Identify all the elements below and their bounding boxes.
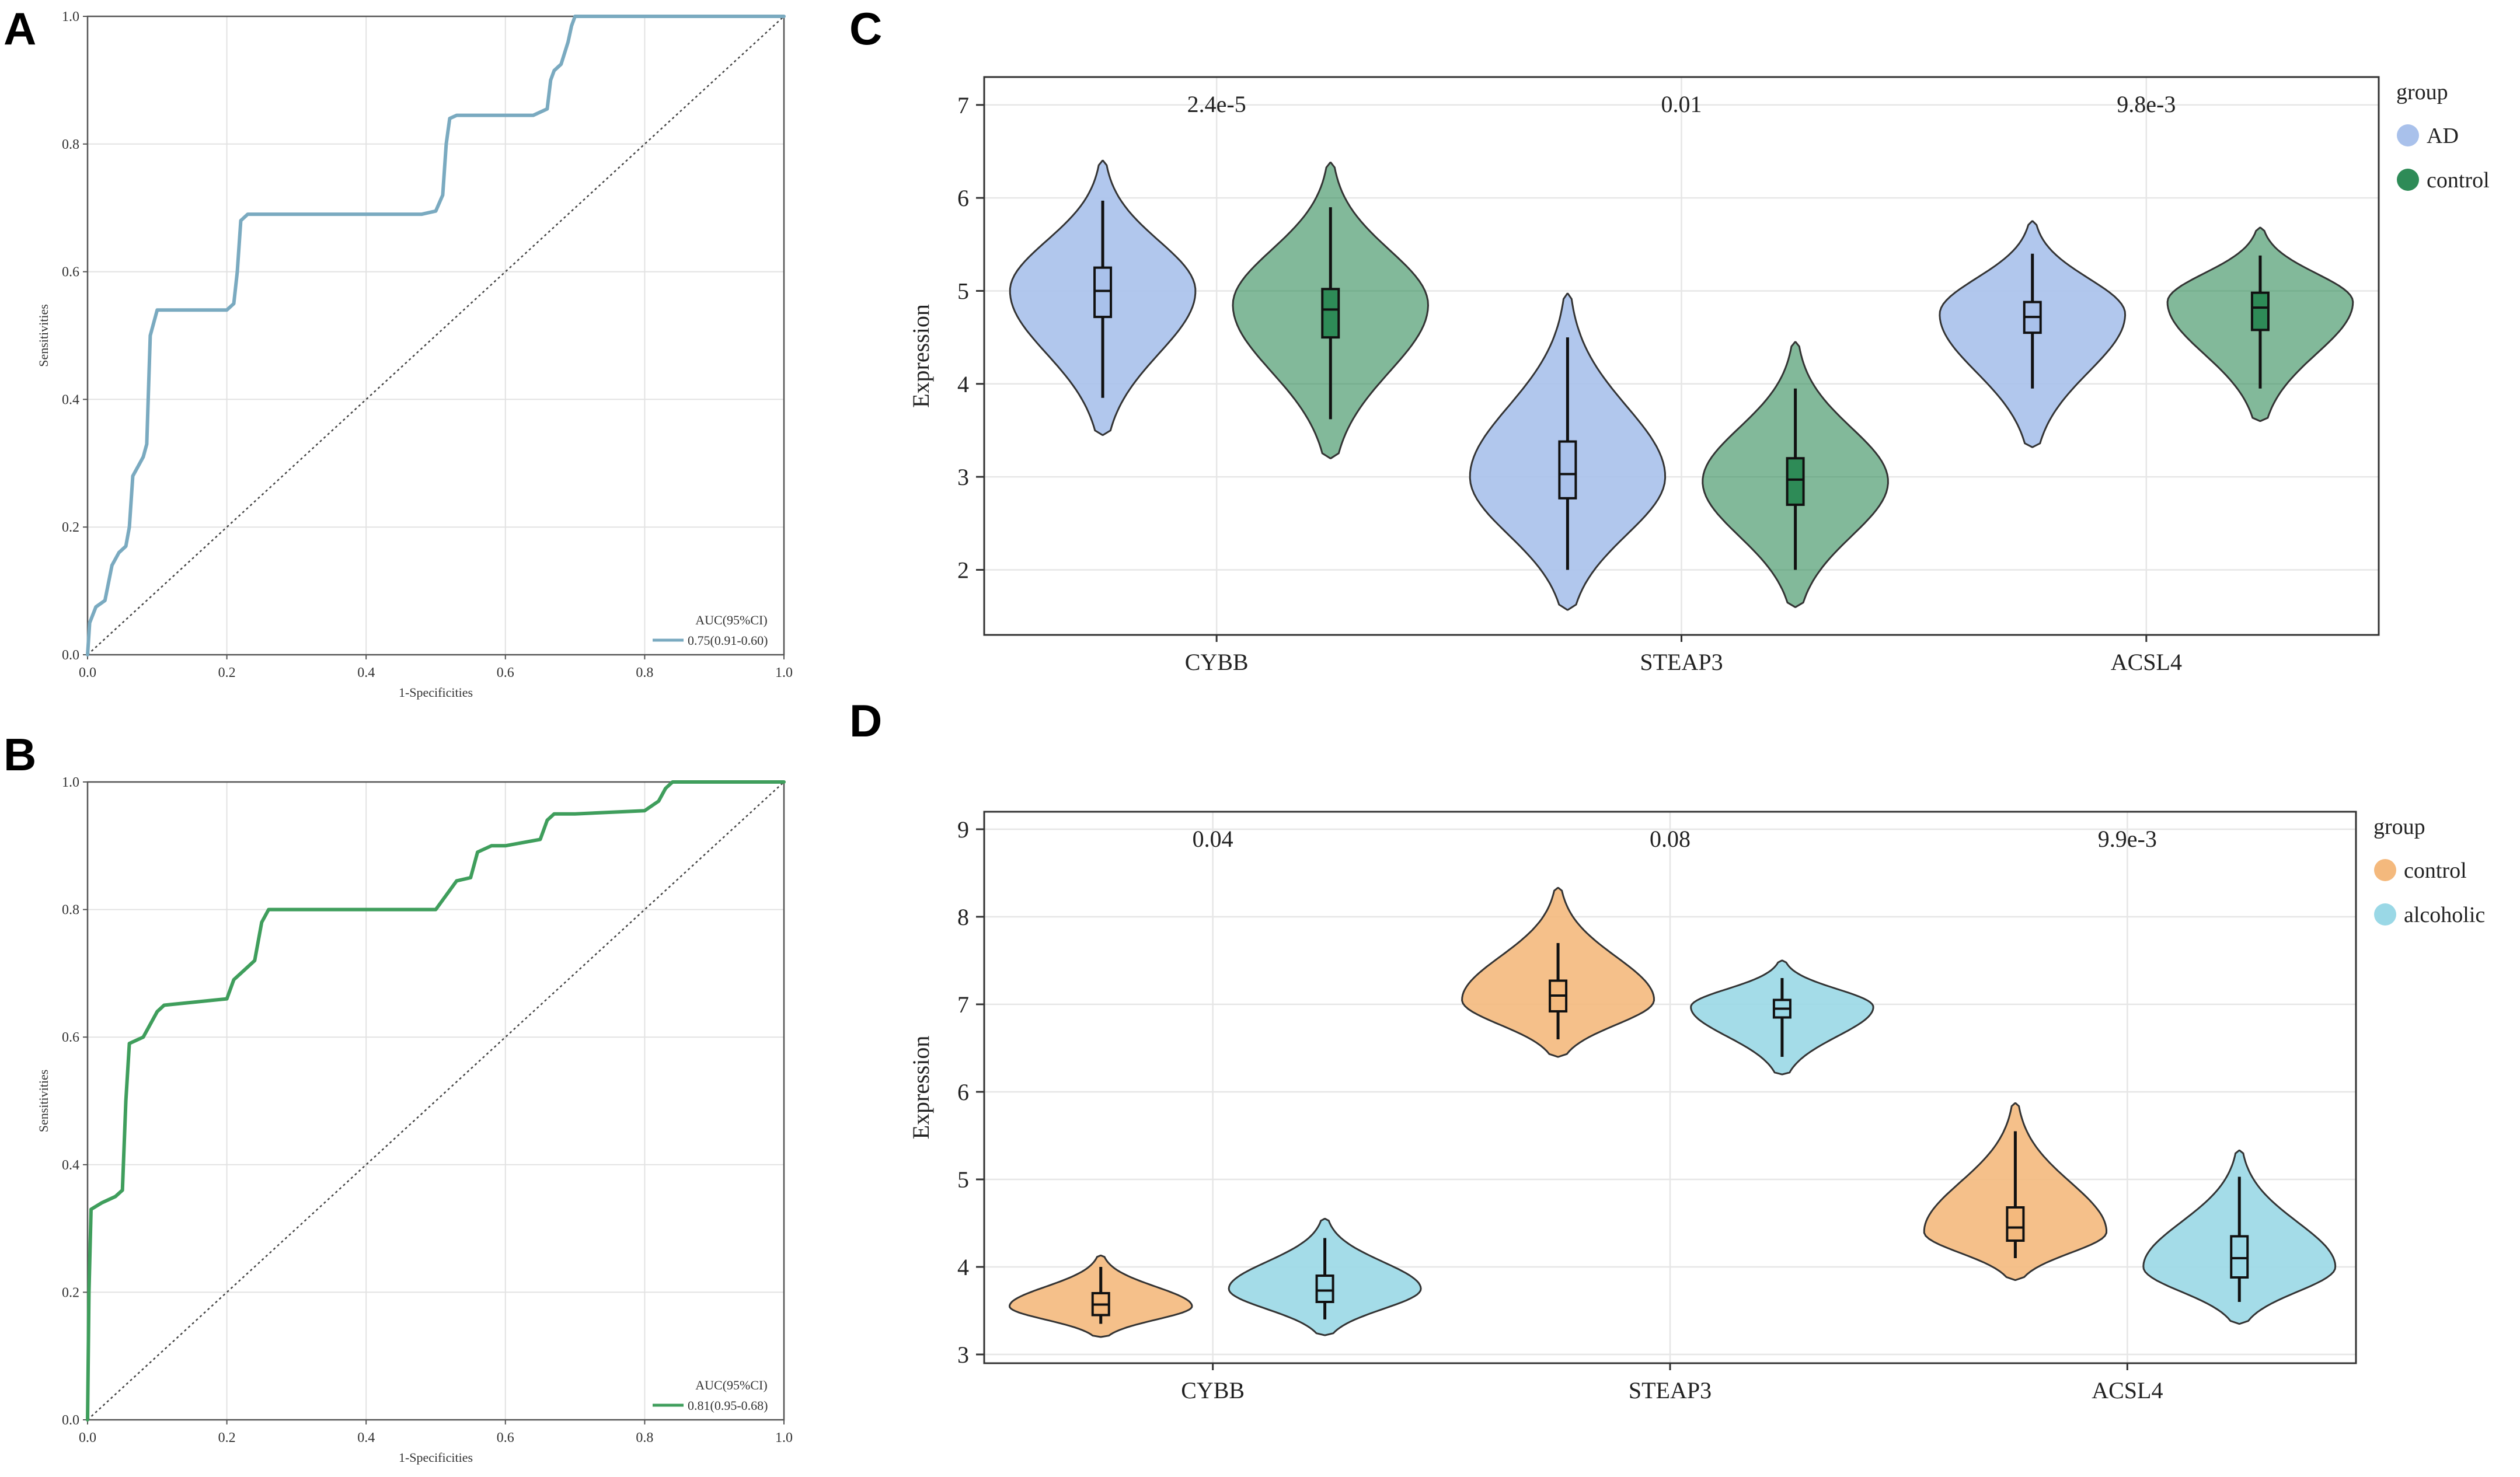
y-tick-label: 8 (957, 904, 969, 930)
legend-item-control: control (2404, 858, 2467, 883)
y-tick-label: 0.4 (62, 392, 79, 407)
p-value-label: 9.9e-3 (2098, 826, 2157, 852)
y-axis-label: Sensitivities (36, 1070, 51, 1133)
y-tick-label: 0.8 (62, 903, 79, 918)
x-tick-label: 0.2 (218, 665, 236, 680)
box (1558, 440, 1577, 500)
x-tick-label: 0.6 (497, 1430, 514, 1445)
panel-letter-b: B (4, 729, 36, 780)
y-tick-label: 5 (957, 278, 969, 304)
violin-chart-c: 2 3 4 5 6 7 Expression CYBB 2.4e-5 STEAP3 0.01 ACSL… (908, 76, 2490, 675)
legend-title: group (2373, 815, 2425, 839)
legend-title: AUC(95%CI) (695, 613, 767, 627)
category-label: ACSL4 (2092, 1377, 2163, 1403)
x-tick-label: 0.4 (357, 665, 375, 680)
y-tick-label: 4 (957, 371, 969, 397)
y-tick-label: 0.4 (62, 1158, 79, 1173)
legend-swatch-control (2374, 859, 2396, 881)
x-tick-label: 1.0 (775, 665, 793, 680)
box (2230, 1235, 2249, 1279)
box (1786, 457, 1805, 506)
p-value-label: 0.08 (1650, 826, 1691, 852)
y-tick-label: 6 (957, 1079, 969, 1105)
y-tick-label: 0.2 (62, 1285, 79, 1300)
legend-item-alcoholic: alcoholic (2404, 903, 2485, 927)
legend-item-ad: AD (2427, 124, 2459, 148)
y-tick-label: 7 (957, 991, 969, 1018)
y-tick-label: 0.0 (62, 648, 79, 663)
legend-title: AUC(95%CI) (695, 1378, 767, 1392)
x-tick-label: 0.8 (636, 1430, 653, 1445)
x-tick-label: 1.0 (775, 1430, 793, 1445)
box (1315, 1275, 1334, 1303)
box (2006, 1206, 2025, 1242)
y-tick-label: 5 (957, 1167, 969, 1193)
panel-letter-c: C (849, 3, 882, 54)
legend-swatch-alcoholic (2374, 903, 2396, 926)
box (1093, 266, 1113, 319)
y-tick-label: 0.6 (62, 1030, 79, 1045)
p-value-label: 9.8e-3 (2117, 91, 2176, 117)
x-tick-label: 0.0 (79, 1430, 96, 1445)
x-tick-label: 0.0 (79, 665, 96, 680)
legend-title: group (2396, 80, 2448, 104)
x-tick-label: 0.6 (497, 665, 514, 680)
violin-chart-d: 3 4 5 6 7 8 9 Expression CYBB 0.04 STEAP3 0.08 ACSL4… (908, 811, 2485, 1403)
y-axis-label: Expression (908, 304, 934, 408)
y-tick-label: 1.0 (62, 9, 79, 25)
box (1321, 288, 1340, 339)
y-tick-label: 0.2 (62, 520, 79, 535)
roc-curve (86, 15, 786, 657)
x-tick-label: 0.8 (636, 665, 653, 680)
legend-item: 0.81(0.95-0.68) (688, 1398, 768, 1413)
roc-chart-b: 0.0 0.2 0.4 0.6 0.8 1.0 0.0 0.2 0.4 0.6 0.8 1.0 1-Sp… (36, 775, 793, 1465)
y-axis-label: Sensitivities (36, 304, 51, 367)
y-tick-label: 3 (957, 1342, 969, 1368)
y-tick-label: 0.6 (62, 265, 79, 280)
panel-letter-d: D (849, 695, 882, 746)
category-label: ACSL4 (2111, 649, 2182, 675)
panel-letter-a: A (4, 3, 36, 54)
p-value-label: 0.01 (1661, 91, 1702, 117)
x-tick-label: 0.2 (218, 1430, 236, 1445)
legend-item-control: control (2427, 168, 2490, 193)
y-tick-label: 7 (957, 92, 969, 118)
legend-swatch-ad (2397, 124, 2419, 146)
x-axis-label: 1-Specificities (399, 685, 473, 700)
y-tick-label: 4 (957, 1254, 969, 1280)
x-tick-label: 0.4 (357, 1430, 375, 1445)
p-value-label: 2.4e-5 (1187, 91, 1246, 117)
category-label: CYBB (1181, 1377, 1245, 1403)
p-value-label: 0.04 (1193, 826, 1233, 852)
legend-item: 0.75(0.91-0.60) (688, 633, 768, 648)
category-label: CYBB (1185, 649, 1249, 675)
plot-frame (86, 781, 785, 1421)
legend-swatch-control (2397, 169, 2419, 191)
y-tick-label: 6 (957, 185, 969, 211)
box (2250, 291, 2270, 331)
reference-diagonal (87, 781, 785, 1420)
category-label: STEAP3 (1629, 1377, 1712, 1403)
y-axis-label: Expression (908, 1036, 934, 1140)
y-tick-label: 3 (957, 464, 969, 490)
category-label: STEAP3 (1640, 649, 1723, 675)
roc-curve (86, 780, 786, 1422)
y-tick-label: 2 (957, 557, 969, 583)
y-tick-label: 1.0 (62, 775, 79, 790)
roc-chart-a: 0.0 0.2 0.4 0.6 0.8 1.0 0.0 0.2 0.4 0.6 0.8 1.0 1-Sp… (36, 9, 793, 700)
y-tick-label: 9 (957, 816, 969, 843)
y-tick-label: 0.8 (62, 137, 79, 152)
reference-diagonal (87, 16, 785, 655)
x-axis-label: 1-Specificities (399, 1450, 473, 1465)
plot-frame (86, 15, 785, 656)
y-tick-label: 0.0 (62, 1413, 79, 1428)
